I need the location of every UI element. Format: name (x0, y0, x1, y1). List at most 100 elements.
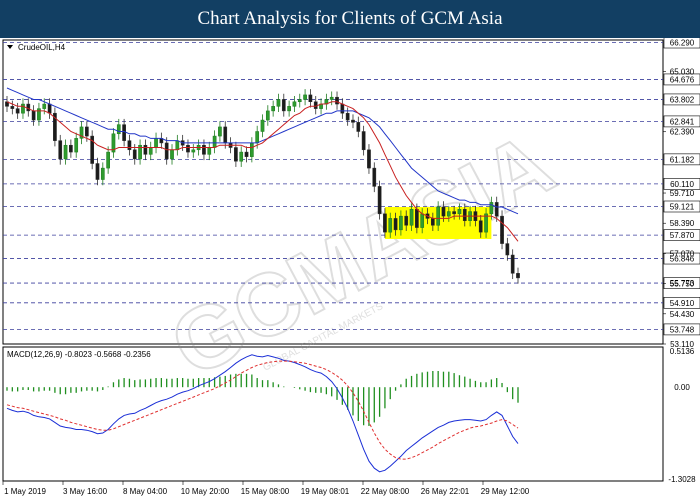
candle-body (340, 103, 345, 114)
candle-body (122, 124, 126, 141)
candle-body (335, 96, 339, 105)
candle-body (100, 167, 105, 180)
key-level-label: 56.846 (670, 255, 695, 264)
candle-body (281, 99, 286, 112)
candle-body (250, 142, 254, 157)
sma-fast-line (6, 101, 519, 242)
candle-body (388, 218, 393, 233)
candle-body (329, 96, 334, 100)
candle-body (15, 108, 20, 114)
candle-body (69, 144, 73, 153)
candle-body (516, 273, 520, 279)
key-level-box (663, 252, 700, 265)
candle-body (308, 94, 313, 103)
candle-body (218, 126, 222, 137)
candle-body (484, 213, 488, 233)
candle-body (10, 106, 15, 109)
candle-body (191, 149, 196, 153)
candle-body (234, 147, 238, 162)
macd-tick-label: 0.5136 (670, 347, 695, 356)
chart-canvas: GCMASIA GLOBAL CAPITAL MARKETS 66.29064.… (2, 38, 700, 496)
candle-body (383, 213, 387, 233)
macd-tick-label: -1.3028 (668, 475, 696, 484)
candle-body (127, 140, 132, 151)
macd-line (6, 354, 519, 473)
symbol-label: CrudeOIL,H4 (18, 43, 66, 52)
banner-title: Chart Analysis for Clients of GCM Asia (0, 0, 700, 38)
candle-body (95, 163, 100, 180)
candle-body (415, 209, 419, 228)
time-tick-label: 8 May 04:00 (123, 487, 168, 496)
price-axis: 65.030 62.390 59.710 58.390 57.070 55.750 54.4… (663, 67, 695, 349)
candle-body (457, 209, 462, 215)
candle-body (239, 151, 244, 162)
macd-panel-border (2, 346, 664, 482)
price-tick-label: 57.070 (670, 249, 695, 258)
candle-body (47, 103, 52, 114)
key-level-label: 60.110 (670, 180, 694, 189)
candle-body (90, 135, 95, 164)
candle-body (21, 103, 25, 114)
macd-tick-label: 0.00 (674, 383, 690, 392)
price-tick-label: 62.390 (670, 128, 695, 137)
key-level-box (663, 73, 700, 86)
key-level-label: 53.748 (670, 325, 695, 334)
time-tick-label: 10 May 20:00 (181, 487, 230, 496)
key-level-box (663, 153, 700, 166)
time-axis: 1 May 2019 3 May 16:00 8 May 04:00 10 May 2… (2, 481, 530, 496)
key-level-label: 62.841 (670, 117, 695, 126)
candle-body (420, 213, 425, 228)
candle-body (500, 215, 504, 244)
candle-body (175, 140, 180, 151)
price-tick-label: 55.750 (670, 280, 695, 289)
candle-body (345, 112, 350, 121)
candle-body (446, 211, 451, 217)
candle-body (84, 126, 89, 137)
time-tick-label: 26 May 22:01 (421, 487, 470, 496)
key-level-label: 64.676 (670, 75, 695, 84)
key-level-label: 63.802 (670, 95, 695, 104)
candle-body (361, 131, 366, 151)
symbol-dropdown-icon[interactable] (7, 45, 13, 49)
key-level-box (663, 297, 700, 309)
key-level-box (663, 115, 700, 128)
candle-body (404, 215, 409, 226)
candle-body (356, 122, 361, 132)
candle-body (186, 144, 190, 153)
candle-body (260, 119, 265, 132)
candle-body (271, 106, 275, 112)
candle-body (462, 209, 467, 221)
candle-body (399, 215, 403, 231)
candle-body (244, 151, 249, 157)
candle-body (377, 186, 382, 215)
candle-body (58, 140, 63, 160)
candle-body (212, 135, 217, 148)
candle-body (74, 138, 79, 153)
candle-body (409, 209, 414, 226)
time-tick-label: 19 May 08:01 (301, 487, 350, 496)
candle-body (452, 211, 456, 215)
candle-body (138, 144, 142, 160)
key-level-box (663, 277, 700, 289)
candle-body (287, 106, 291, 112)
sma-slow-line (6, 87, 519, 215)
key-level-label: 54.910 (670, 299, 695, 308)
key-level-label: 59.121 (670, 203, 695, 212)
key-level-box (663, 323, 700, 336)
time-tick-label: 1 May 2019 (4, 487, 46, 496)
candle-body (111, 133, 116, 153)
key-level-box (663, 93, 700, 106)
time-tick-label: 22 May 08:00 (361, 487, 410, 496)
candle-body (37, 108, 41, 121)
candle-body (5, 101, 9, 107)
candle-body (313, 101, 318, 109)
candle-body (223, 126, 228, 144)
candle-body (154, 138, 158, 148)
candle-body (478, 220, 483, 233)
candle-body (441, 206, 446, 217)
time-tick-label: 29 May 12:00 (481, 487, 530, 496)
candle-body (430, 218, 435, 226)
candle-body (170, 149, 174, 160)
price-tick-label: 65.030 (670, 67, 695, 76)
candle-body (372, 167, 377, 187)
